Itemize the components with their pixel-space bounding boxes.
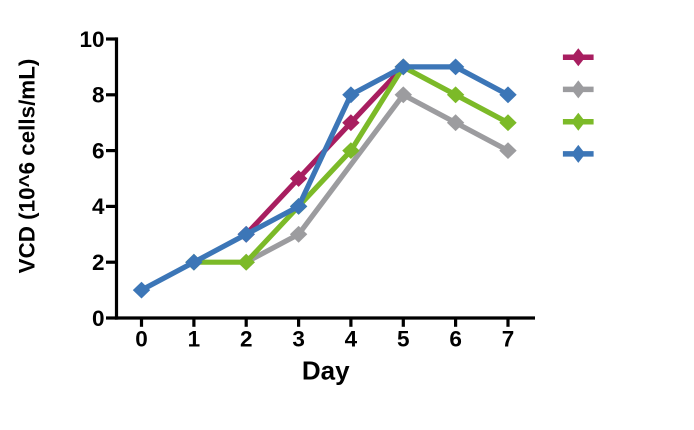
svg-text:7: 7 <box>502 327 515 352</box>
svg-text:5: 5 <box>397 327 410 352</box>
svg-text:6: 6 <box>92 138 105 163</box>
svg-text:4: 4 <box>345 327 358 352</box>
svg-text:0: 0 <box>92 306 105 331</box>
svg-text:1: 1 <box>188 327 201 352</box>
svg-text:3: 3 <box>292 327 305 352</box>
svg-text:8: 8 <box>92 83 105 108</box>
svg-text:Day: Day <box>302 356 350 386</box>
svg-text:2: 2 <box>240 327 253 352</box>
svg-text:10: 10 <box>79 27 104 52</box>
svg-text:0: 0 <box>135 327 148 352</box>
svg-text:VCD (10^6 cells/mL): VCD (10^6 cells/mL) <box>15 59 40 274</box>
svg-text:4: 4 <box>92 194 105 219</box>
svg-text:6: 6 <box>449 327 462 352</box>
svg-text:2: 2 <box>92 250 105 275</box>
